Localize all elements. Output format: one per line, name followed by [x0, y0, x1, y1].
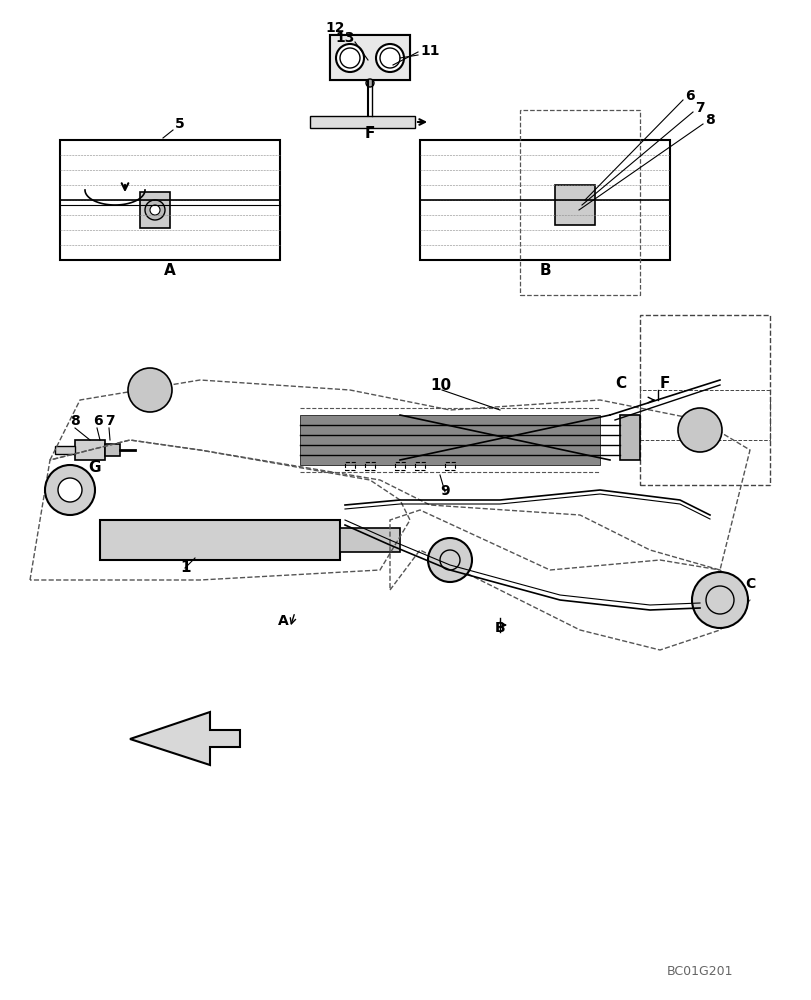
Bar [310, 116, 414, 128]
Text: F: F [364, 126, 375, 141]
Bar [75, 440, 105, 460]
Circle shape [677, 408, 721, 452]
Bar [554, 185, 594, 225]
Text: 7: 7 [105, 414, 114, 428]
Circle shape [691, 572, 747, 628]
Bar [329, 35, 410, 80]
Polygon shape [130, 712, 240, 765]
Bar [340, 528, 400, 552]
Text: 5: 5 [175, 117, 185, 131]
Text: 13: 13 [335, 31, 354, 45]
Bar [620, 415, 639, 460]
Bar [105, 444, 120, 456]
Bar [394, 462, 405, 470]
Circle shape [336, 44, 363, 72]
Circle shape [150, 205, 160, 215]
Circle shape [45, 465, 95, 515]
Text: 6: 6 [684, 89, 693, 103]
Text: 6: 6 [93, 414, 102, 428]
Text: A: A [164, 263, 176, 278]
Bar [139, 192, 169, 228]
Text: 10: 10 [430, 378, 451, 393]
Bar [365, 462, 375, 470]
Text: 11: 11 [419, 44, 439, 58]
Bar [100, 520, 340, 560]
Circle shape [366, 79, 374, 87]
Text: C: C [744, 577, 754, 591]
Text: 8: 8 [704, 113, 714, 127]
Text: 9: 9 [440, 484, 449, 498]
Text: G: G [88, 460, 101, 475]
Circle shape [375, 44, 404, 72]
Text: A: A [277, 614, 289, 628]
Circle shape [145, 200, 165, 220]
Circle shape [427, 538, 471, 582]
Text: C: C [614, 376, 625, 391]
Text: 8: 8 [70, 414, 79, 428]
Text: 12: 12 [325, 21, 345, 35]
Bar [345, 462, 354, 470]
Circle shape [58, 478, 82, 502]
Bar [299, 415, 599, 465]
Text: 7: 7 [694, 101, 704, 115]
Text: B: B [539, 263, 550, 278]
Bar [55, 446, 75, 454]
Text: BC01G201: BC01G201 [666, 965, 732, 978]
Text: B: B [495, 621, 505, 635]
Bar [444, 462, 454, 470]
Text: 1: 1 [180, 560, 191, 575]
Bar [414, 462, 424, 470]
Text: F: F [659, 376, 670, 391]
Circle shape [128, 368, 172, 412]
